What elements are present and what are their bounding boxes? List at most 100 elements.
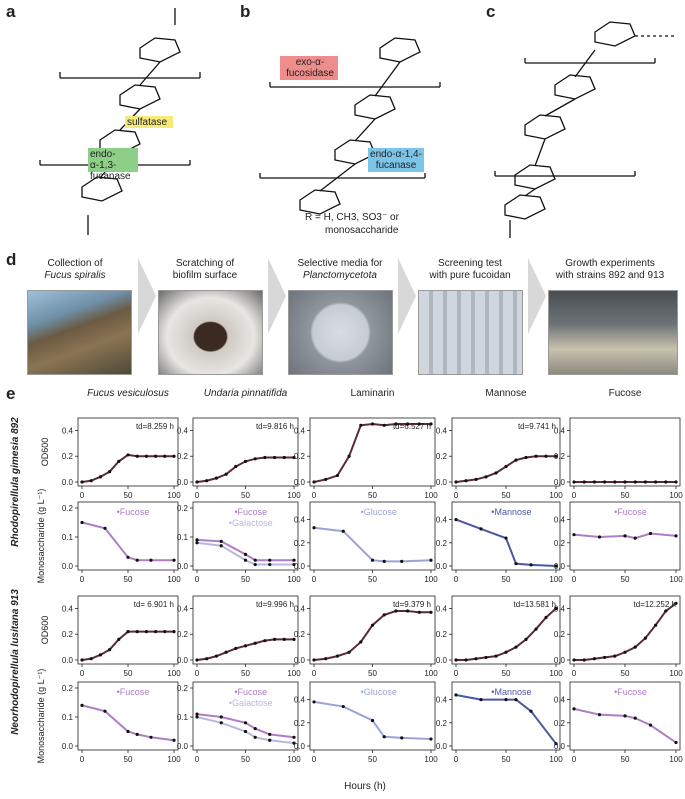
- data-point: [633, 480, 637, 484]
- data-point: [324, 477, 328, 482]
- data-point: [648, 531, 653, 536]
- data-point: [514, 562, 518, 566]
- y-tick-label: 0.2: [62, 452, 74, 461]
- data-point: [224, 472, 228, 476]
- data-point: [282, 637, 286, 641]
- data-point: [592, 657, 597, 661]
- data-point: [98, 475, 102, 479]
- data-point: [359, 640, 363, 644]
- column-header: Mannose: [485, 388, 527, 399]
- y-tick-label: 0.0: [554, 478, 566, 487]
- data-point: [214, 476, 218, 480]
- data-point: [643, 636, 648, 640]
- data-point: [312, 658, 316, 662]
- step-2-line1: Scratching of: [175, 258, 235, 269]
- chevron-arrow-icon: [528, 258, 546, 334]
- data-point: [135, 732, 139, 736]
- series-line: [81, 630, 174, 661]
- data-point: [117, 637, 121, 641]
- data-point: [643, 480, 648, 484]
- y-tick-label: 0.0: [436, 478, 448, 487]
- step-1-line2: Fucus spiralis: [44, 270, 106, 281]
- data-point: [524, 455, 528, 460]
- data-point: [253, 727, 257, 731]
- data-point: [108, 470, 112, 474]
- data-point: [149, 558, 153, 562]
- data-point: [370, 422, 375, 426]
- data-point: [400, 559, 404, 563]
- data-point: [406, 609, 410, 613]
- x-tick-label: 100: [669, 755, 683, 764]
- x-tick-label: 50: [368, 669, 377, 678]
- doubling-time-label: td= 6.901 h: [134, 600, 174, 609]
- data-point: [597, 535, 602, 539]
- data-point: [268, 738, 272, 742]
- data-point: [80, 480, 84, 484]
- doubling-time-label: td=8.259 h: [136, 422, 174, 431]
- data-point: [554, 742, 558, 746]
- panel-label-b: b: [240, 2, 251, 21]
- y-tick-label: 0.4: [62, 426, 74, 435]
- series-line: [573, 532, 677, 540]
- data-point: [623, 534, 627, 538]
- y-tick-label: 0.2: [294, 452, 306, 461]
- legend-label: •Glucose: [361, 507, 397, 517]
- data-point: [654, 480, 658, 484]
- y-tick-label: 0.4: [294, 604, 306, 613]
- data-point: [126, 729, 130, 734]
- x-tick-label: 100: [424, 491, 438, 500]
- data-point: [429, 610, 433, 614]
- x-tick-label: 0: [572, 755, 577, 764]
- data-point: [312, 700, 316, 704]
- series-line: [313, 422, 431, 483]
- data-point: [633, 716, 637, 720]
- y-tick-label: 0.0: [62, 478, 74, 487]
- series-line: [573, 707, 677, 744]
- step-3-line1: Selective media for: [297, 258, 383, 269]
- data-point: [454, 693, 458, 697]
- data-point: [370, 623, 375, 627]
- x-tick-label: 50: [241, 575, 250, 584]
- data-point: [429, 558, 433, 562]
- data-point: [273, 455, 277, 460]
- fucus-collection-photo: [27, 290, 132, 375]
- data-point: [149, 735, 153, 739]
- chevron-arrow-icon: [398, 258, 416, 334]
- data-point: [613, 480, 617, 484]
- x-tick-label: 100: [669, 575, 683, 584]
- x-tick-label: 50: [241, 669, 250, 678]
- data-point: [268, 558, 272, 562]
- y-tick-label: 0.0: [62, 562, 74, 571]
- x-tick-label: 0: [454, 575, 459, 584]
- data-point: [394, 422, 398, 426]
- data-point: [282, 455, 286, 460]
- x-tick-label: 50: [368, 755, 377, 764]
- y-tick-label: 0.1: [62, 533, 74, 542]
- x-tick-label: 100: [287, 669, 301, 678]
- x-tick-label: 0: [195, 669, 200, 678]
- y-tick-label: 0.2: [62, 630, 74, 639]
- doubling-time-label: td=6.527 h: [393, 422, 431, 431]
- x-tick-label: 0: [572, 669, 577, 678]
- od-axis-label: OD600: [40, 438, 50, 467]
- data-point: [664, 480, 668, 484]
- data-point: [154, 630, 158, 634]
- od-axis-label: OD600: [40, 616, 50, 645]
- data-point: [195, 712, 199, 716]
- x-tick-label: 100: [424, 755, 438, 764]
- y-tick-label: 0.2: [294, 630, 306, 639]
- data-point: [572, 480, 576, 484]
- mono-axis-label: Monosaccharide (g L⁻¹): [36, 489, 46, 584]
- x-axis-label: Hours (h): [344, 781, 386, 792]
- y-tick-label: 0.0: [177, 742, 189, 751]
- data-point: [243, 459, 248, 463]
- x-tick-label: 50: [124, 491, 133, 500]
- doubling-time-label: td=9.379 h: [393, 600, 431, 609]
- data-point: [135, 558, 139, 562]
- step-4-line2: with pure fucoidan: [429, 270, 511, 281]
- step-1-caption: Collection of Fucus spiralis: [20, 258, 130, 282]
- data-point: [544, 615, 548, 620]
- x-tick-label: 100: [167, 491, 181, 500]
- y-tick-label: 0.0: [554, 562, 566, 571]
- data-point: [80, 520, 84, 525]
